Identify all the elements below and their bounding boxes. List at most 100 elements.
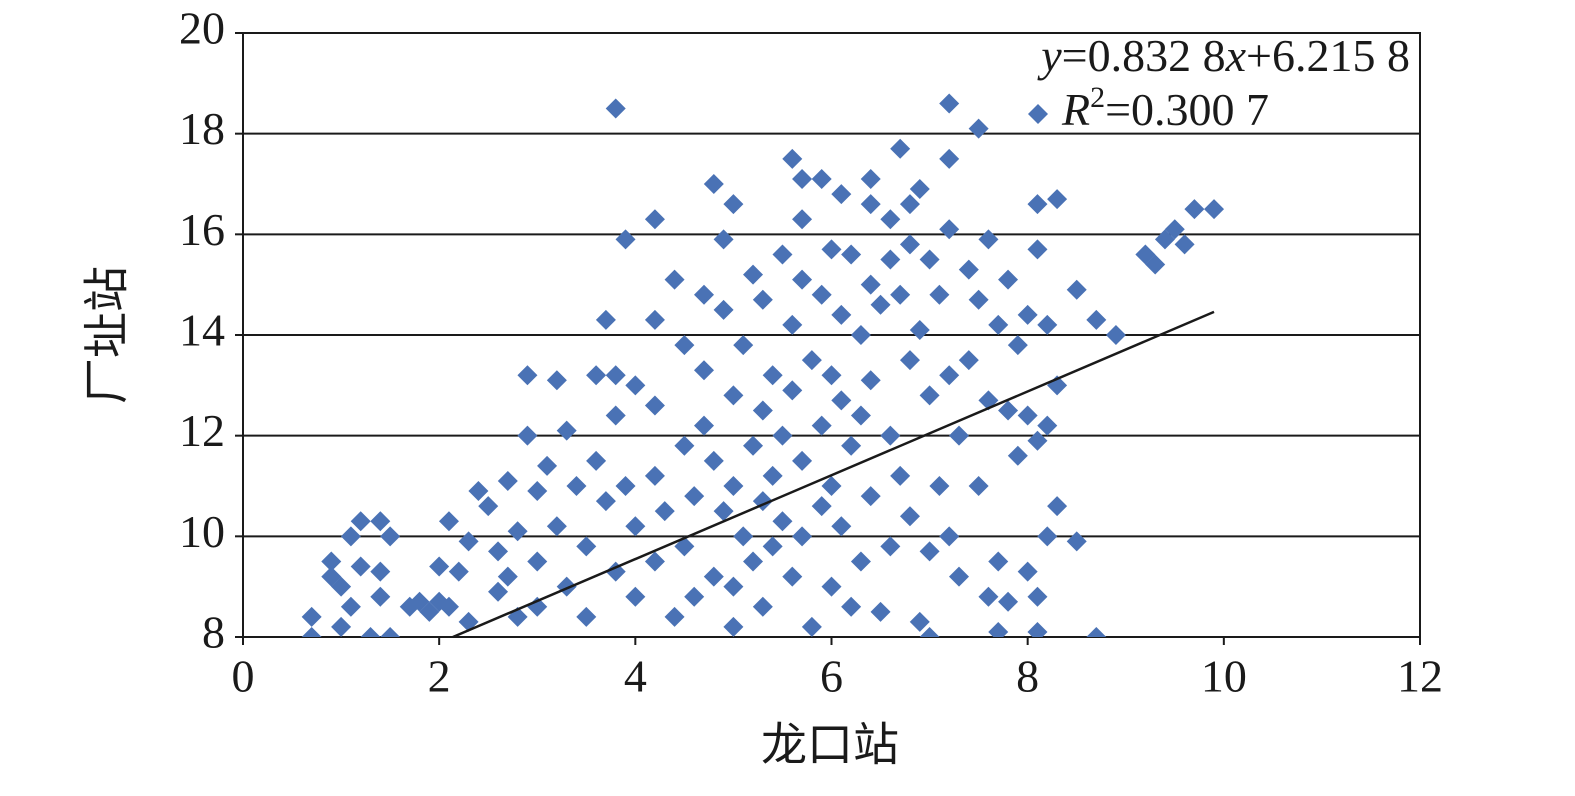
point <box>752 289 773 310</box>
y-tick-label: 18 <box>179 103 225 154</box>
point <box>1007 445 1028 466</box>
point <box>890 465 911 486</box>
point <box>880 425 901 446</box>
point <box>301 627 322 637</box>
point <box>841 435 862 456</box>
point <box>664 606 685 627</box>
point <box>733 335 754 356</box>
point <box>939 148 960 169</box>
point <box>693 415 714 436</box>
point <box>370 511 391 532</box>
point <box>644 551 665 572</box>
x-tick-label: 4 <box>624 651 647 702</box>
point <box>958 350 979 371</box>
point <box>340 596 361 617</box>
point <box>772 244 793 265</box>
point <box>1066 279 1087 300</box>
point <box>743 435 764 456</box>
point <box>1086 627 1107 637</box>
point <box>507 521 528 542</box>
point <box>576 606 597 627</box>
point <box>841 244 862 265</box>
point <box>899 506 920 527</box>
point <box>693 284 714 305</box>
point <box>556 420 577 441</box>
point <box>331 576 352 597</box>
point <box>615 476 636 496</box>
point <box>860 274 881 295</box>
point <box>919 249 940 270</box>
point <box>870 294 891 315</box>
point <box>949 566 970 587</box>
point <box>939 526 960 547</box>
point <box>644 465 665 486</box>
point <box>743 264 764 285</box>
point <box>448 561 469 582</box>
point <box>939 365 960 386</box>
x-tick-label: 0 <box>232 651 255 702</box>
point <box>1027 239 1048 260</box>
point <box>370 561 391 582</box>
x-tick-label: 8 <box>1016 651 1039 702</box>
point <box>841 596 862 617</box>
point <box>1027 430 1048 451</box>
point <box>821 576 842 597</box>
point <box>1184 199 1205 220</box>
point <box>527 481 548 502</box>
point <box>517 365 538 386</box>
point <box>880 249 901 270</box>
point <box>488 541 509 562</box>
point <box>1017 304 1038 325</box>
x-tick-label: 12 <box>1397 651 1443 702</box>
point <box>1105 325 1126 345</box>
point <box>723 194 744 215</box>
point <box>733 526 754 547</box>
point <box>625 586 646 607</box>
point <box>1027 194 1048 215</box>
point <box>988 551 1009 572</box>
point <box>478 496 499 517</box>
point <box>331 616 352 637</box>
point <box>811 415 832 436</box>
point <box>919 541 940 562</box>
point <box>1066 531 1087 552</box>
point <box>968 289 989 310</box>
point <box>723 576 744 597</box>
point <box>595 491 616 512</box>
point <box>909 319 930 340</box>
point <box>860 168 881 189</box>
point <box>772 511 793 532</box>
equation: y=0.832 8x+6.215 8 <box>1037 30 1410 81</box>
y-tick-label: 20 <box>179 3 225 54</box>
point <box>1027 621 1048 637</box>
point <box>693 360 714 381</box>
point <box>723 385 744 406</box>
point <box>644 209 665 230</box>
point <box>1047 496 1068 517</box>
point <box>625 375 646 396</box>
point <box>978 229 999 250</box>
point <box>929 284 950 305</box>
point <box>801 616 822 637</box>
point <box>939 219 960 240</box>
point <box>1174 234 1195 255</box>
point <box>605 405 626 426</box>
point <box>949 425 970 446</box>
point <box>860 370 881 391</box>
r-squared-part: R <box>1061 84 1090 135</box>
point <box>713 229 734 250</box>
point <box>821 365 842 386</box>
point <box>743 551 764 572</box>
point <box>958 259 979 280</box>
point <box>684 486 705 507</box>
point <box>605 365 626 386</box>
point <box>497 566 518 587</box>
point <box>546 516 567 537</box>
point <box>713 299 734 320</box>
point <box>1007 335 1028 356</box>
point <box>929 476 950 496</box>
point <box>752 400 773 421</box>
equation-part: +6.215 8 <box>1246 30 1410 81</box>
point <box>1017 405 1038 426</box>
